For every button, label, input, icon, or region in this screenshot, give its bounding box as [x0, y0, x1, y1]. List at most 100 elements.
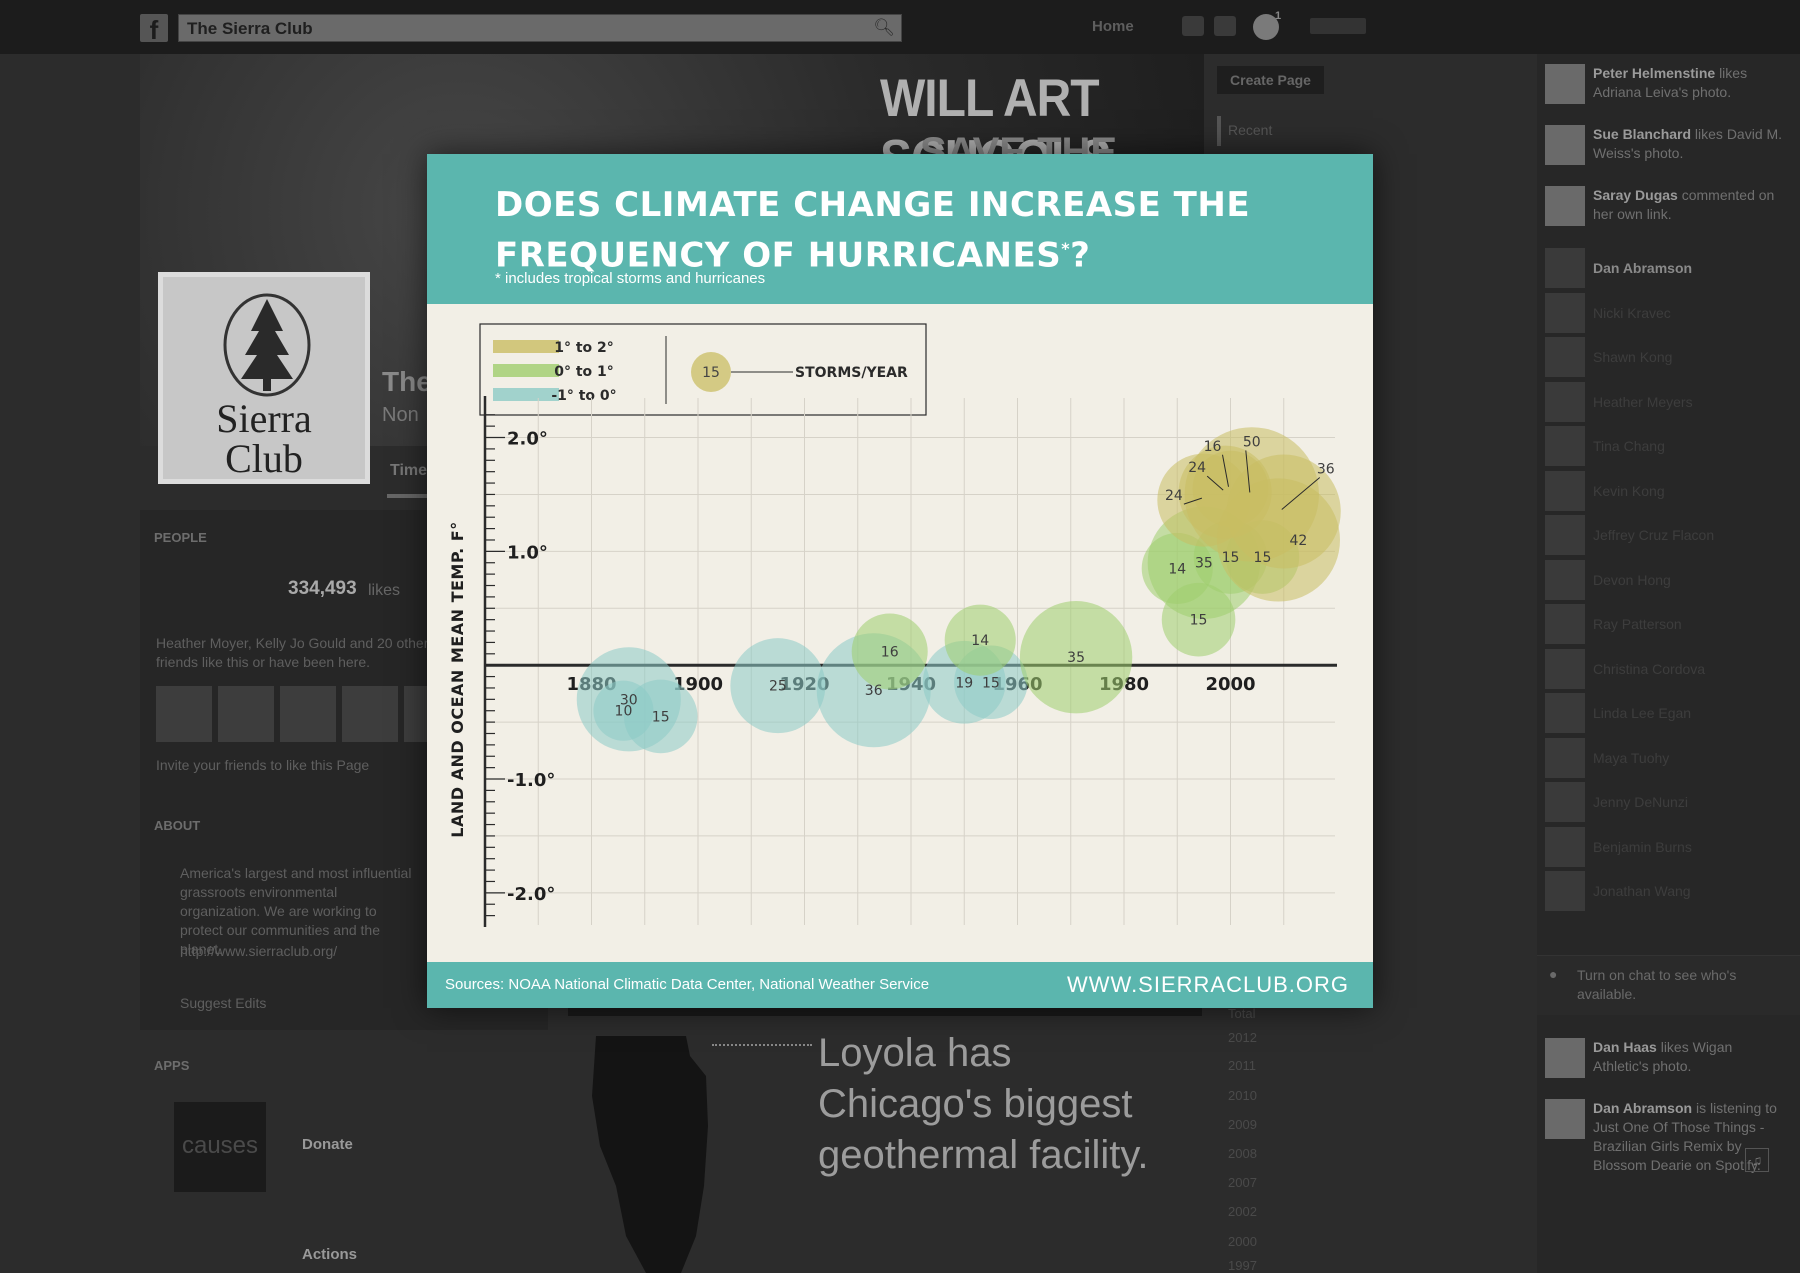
chat-friend[interactable]: Heather Meyers: [1545, 381, 1785, 422]
facebook-logo-icon[interactable]: f: [140, 14, 168, 45]
avatar: [1545, 470, 1585, 511]
about-description: America's largest and most influential g…: [180, 865, 412, 957]
timeline-year[interactable]: 1997: [1228, 1258, 1257, 1273]
chat-friend[interactable]: Tina Chang: [1545, 426, 1785, 466]
friend-photo[interactable]: [218, 686, 274, 742]
account-menu[interactable]: [1310, 18, 1366, 34]
causes-app-icon[interactable]: causes: [174, 1102, 266, 1192]
bubble-label: 10: [615, 704, 633, 720]
invite-friends-link[interactable]: Invite your friends to like this Page: [156, 757, 370, 773]
bubble-label: 42: [1290, 533, 1308, 549]
timeline-year[interactable]: 2007: [1228, 1175, 1257, 1190]
chat-friend[interactable]: Shawn Kong: [1545, 337, 1785, 377]
infographic-lightbox[interactable]: DOES CLIMATE CHANGE INCREASE THE FREQUEN…: [427, 154, 1373, 1008]
chat-friend-name: Dan Abramson: [1593, 260, 1693, 276]
music-note-icon[interactable]: ♫: [1745, 1148, 1769, 1172]
bubble-label: 24: [1165, 488, 1183, 504]
chat-friend[interactable]: Devon Hong: [1545, 559, 1785, 600]
notifications-globe-icon[interactable]: [1253, 14, 1279, 40]
chat-friend[interactable]: Dan Abramson: [1545, 248, 1785, 288]
ticker-name: Dan Abramson: [1593, 1100, 1693, 1116]
ticker-name: Dan Haas: [1593, 1039, 1657, 1055]
chat-friend-name: Jonathan Wang: [1593, 883, 1691, 899]
infographic-header: DOES CLIMATE CHANGE INCREASE THE FREQUEN…: [427, 154, 1373, 304]
chat-friend[interactable]: Jonathan Wang: [1545, 871, 1785, 911]
y-tick-label: -1.0°: [507, 770, 555, 791]
friend-photo[interactable]: [156, 686, 212, 742]
timeline-year[interactable]: 2010: [1228, 1088, 1257, 1103]
chat-friend[interactable]: Christina Cordova: [1545, 648, 1785, 689]
timeline-year[interactable]: 2011: [1228, 1058, 1256, 1073]
avatar: [1545, 737, 1585, 778]
app-donate-link[interactable]: Donate: [302, 1136, 353, 1153]
data-bubble: [1019, 601, 1133, 714]
friend-requests-icon[interactable]: [1182, 16, 1204, 36]
legend: 1° to 2° 0° to 1° -1° to 0° 15 STORMS/YEAR: [479, 323, 927, 416]
suggest-edits-link[interactable]: Suggest Edits: [180, 995, 267, 1011]
ticker-action: likes Wigan Athletic's photo.: [1593, 1039, 1733, 1074]
chat-friend[interactable]: Kevin Kong: [1545, 470, 1785, 511]
chat-friend[interactable]: Jeffrey Cruz Flacon: [1545, 515, 1785, 555]
chat-friend[interactable]: Linda Lee Egan: [1545, 693, 1785, 733]
chat-friend-name: Nicki Kravec: [1593, 304, 1671, 321]
timeline-year[interactable]: 2012: [1228, 1030, 1257, 1045]
chat-friend[interactable]: Benjamin Burns: [1545, 826, 1785, 867]
legend-label: 1° to 2°: [554, 340, 614, 356]
avatar: [1545, 426, 1585, 466]
bubble-label: 19: [955, 675, 973, 691]
chat-friend-name: Jenny DeNunzi: [1593, 794, 1688, 810]
timeline-year[interactable]: 2009: [1228, 1117, 1257, 1132]
friend-photo[interactable]: [342, 686, 398, 742]
chat-friend[interactable]: Jenny DeNunzi: [1545, 782, 1785, 822]
chat-bar[interactable]: ● Turn on chat to see who's available.: [1537, 955, 1800, 1015]
data-bubble: [1161, 582, 1236, 657]
chat-friend-name: Devon Hong: [1593, 571, 1671, 588]
chat-friend[interactable]: Maya Tuohy: [1545, 737, 1785, 778]
title-asterisk: *: [1061, 239, 1071, 258]
bubble-label: 15: [982, 675, 1000, 691]
avatar: [1545, 381, 1585, 422]
chat-friend-name: Ray Patterson: [1593, 616, 1682, 632]
search-input[interactable]: The Sierra Club 🔍︎: [178, 14, 902, 42]
legend-swatch: [493, 340, 559, 353]
avatar: [1545, 826, 1585, 867]
infographic-footer: Sources: NOAA National Climatic Data Cen…: [427, 962, 1373, 1008]
chat-friend-name: Maya Tuohy: [1593, 749, 1670, 766]
avatar: [1545, 515, 1585, 555]
timeline-year[interactable]: Total: [1228, 1006, 1256, 1021]
profile-picture[interactable]: Sierra Club: [158, 272, 370, 484]
sierraclub-website-link[interactable]: WWW.SIERRACLUB.ORG: [1066, 972, 1349, 997]
timeline-year-recent[interactable]: Recent: [1228, 122, 1273, 138]
friend-photo[interactable]: [280, 686, 336, 742]
website-link[interactable]: http://www.sierraclub.org/: [180, 943, 338, 959]
app-actions-link[interactable]: Actions: [302, 1246, 358, 1263]
ticker-name: Saray Dugas: [1593, 187, 1678, 203]
ticker-text: Peter Helmenstine likes Adriana Leiva's …: [1593, 64, 1783, 102]
timeline-year[interactable]: 2002: [1228, 1204, 1257, 1219]
friends-like-text: Heather Moyer, Kelly Jo Gould and 20 oth…: [156, 635, 429, 670]
avatar: [1545, 125, 1585, 165]
legend-size-label: STORMS/YEAR: [795, 365, 908, 381]
chart-title-line-1: DOES CLIMATE CHANGE INCREASE THE: [495, 185, 1251, 225]
search-icon[interactable]: 🔍︎: [873, 18, 895, 37]
create-page-button[interactable]: Create Page: [1217, 66, 1324, 94]
chat-friend-name: Linda Lee Egan: [1593, 705, 1692, 721]
tab-timeline[interactable]: Time: [390, 462, 428, 479]
bubble-label: 15: [1254, 550, 1272, 566]
avatar: [1545, 693, 1585, 733]
chat-friend-name: Shawn Kong: [1593, 349, 1673, 365]
avatar: [1545, 64, 1585, 104]
ticker-action: likes Adriana Leiva's photo.: [1593, 65, 1748, 100]
timeline-year[interactable]: 2000: [1228, 1234, 1257, 1249]
chart-subtitle: * includes tropical storms and hurricane…: [495, 270, 766, 287]
avatar: [1545, 1038, 1585, 1078]
chat-friend[interactable]: Nicki Kravec: [1545, 292, 1785, 333]
messages-icon[interactable]: [1214, 16, 1236, 36]
avatar: [1545, 186, 1585, 226]
notification-count: 1: [1275, 10, 1282, 22]
title-question-mark: ?: [1070, 235, 1091, 276]
timeline-year[interactable]: 2008: [1228, 1146, 1257, 1161]
chat-friend[interactable]: Ray Patterson: [1545, 604, 1785, 644]
home-link[interactable]: Home: [1092, 18, 1134, 35]
sources-text: Sources: NOAA National Climatic Data Cen…: [445, 976, 930, 993]
